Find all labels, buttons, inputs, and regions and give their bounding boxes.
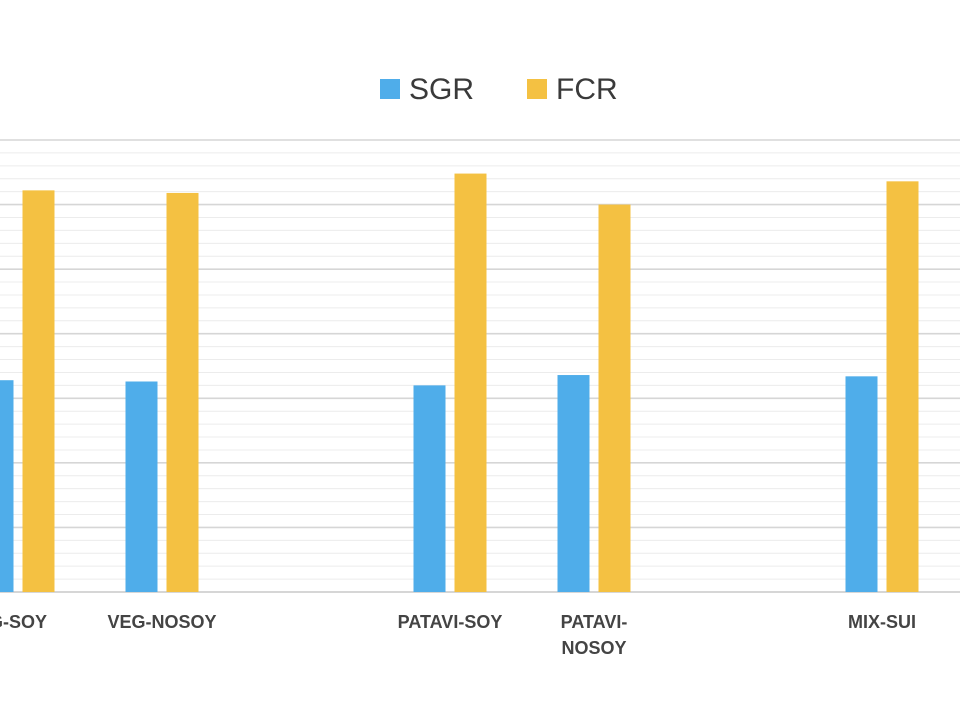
bar-fcr	[166, 192, 199, 592]
bars	[0, 173, 919, 593]
legend-swatch-sgr	[380, 79, 400, 99]
bar-fcr	[886, 181, 919, 592]
bar-sgr	[557, 375, 590, 592]
category-label: PATAVI-NOSOY	[561, 612, 628, 658]
category-labels: G-SOY VEG-NOSOY PATAVI-SOY PATAVI-NOSOY MIX-…	[0, 612, 916, 658]
bar-sgr	[125, 381, 158, 592]
legend-swatch-fcr	[527, 79, 547, 99]
bar-sgr	[0, 380, 14, 592]
bar-fcr	[454, 173, 487, 592]
legend-label-sgr: SGR	[409, 73, 474, 106]
category-label: MIX-SUI	[848, 612, 916, 632]
category-label: PATAVI-SOY	[398, 612, 503, 632]
bar-fcr	[22, 190, 55, 592]
bar-sgr	[845, 376, 878, 592]
legend: SGR FCR	[380, 73, 618, 106]
category-label: VEG-NOSOY	[107, 612, 216, 632]
legend-label-fcr: FCR	[556, 73, 618, 106]
bar-fcr	[598, 204, 631, 593]
bar-sgr	[413, 385, 446, 592]
category-label: G-SOY	[0, 612, 47, 632]
